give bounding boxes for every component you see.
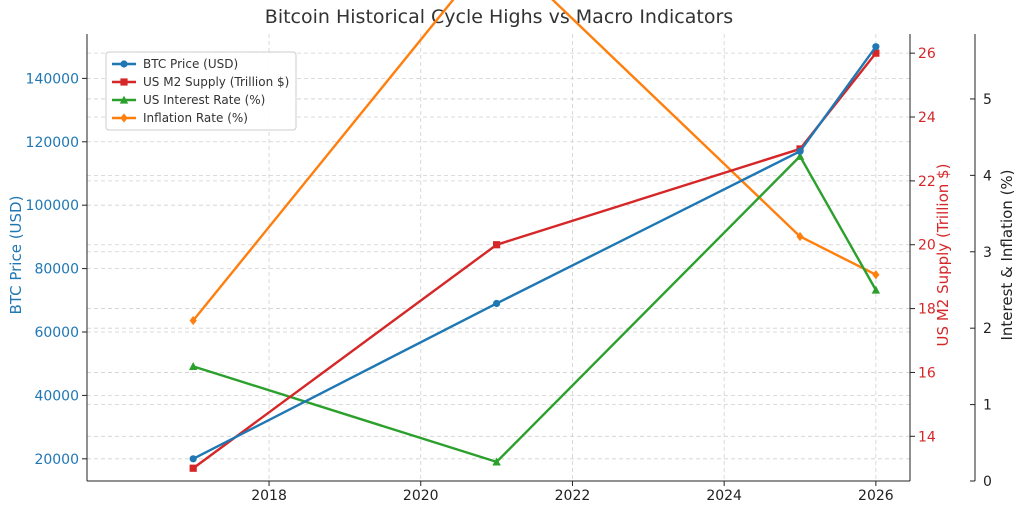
data-point-us-m2-supply-trillion bbox=[872, 49, 880, 57]
x-tick-label: 2020 bbox=[403, 488, 439, 504]
data-point-inflation-rate bbox=[872, 270, 880, 280]
legend-box bbox=[105, 51, 297, 131]
legend-label: BTC Price (USD) bbox=[143, 57, 238, 71]
y-left-tick-label: 60000 bbox=[34, 325, 79, 341]
x-tick-label: 2026 bbox=[858, 488, 894, 504]
y-right2-tick-label: 1 bbox=[983, 398, 992, 414]
y-left-tick-label: 40000 bbox=[34, 388, 79, 404]
y-left-tick-label: 80000 bbox=[34, 262, 79, 278]
y-right2-tick-label: 0 bbox=[983, 474, 992, 490]
series-line-inflation-rate bbox=[192, 0, 877, 322]
y-left-tick-label: 120000 bbox=[26, 135, 79, 151]
data-point-us-interest-rate bbox=[795, 151, 805, 160]
legend-label: Inflation Rate (%) bbox=[143, 111, 248, 125]
series-inflation-rate bbox=[189, 0, 880, 326]
data-point-us-interest-rate bbox=[871, 285, 881, 294]
y-left-tick-label: 100000 bbox=[26, 198, 79, 214]
chart-title: Bitcoin Historical Cycle Highs vs Macro … bbox=[265, 6, 733, 28]
y-right1-tick-label: 24 bbox=[918, 110, 936, 126]
data-point-btc-price-usd bbox=[189, 455, 197, 463]
legend-item-btc-price-usd: BTC Price (USD) bbox=[112, 57, 238, 71]
data-point-us-interest-rate bbox=[188, 361, 198, 370]
y-axis-left-label: BTC Price (USD) bbox=[7, 196, 25, 315]
tick-labels: 2018 2020 2022 2024 202620000400006000080000… bbox=[26, 46, 992, 504]
legend: BTC Price (USD) US M2 Supply (Trillion $)… bbox=[105, 51, 297, 131]
data-point-btc-price-usd bbox=[493, 299, 501, 308]
axes-spines bbox=[86, 34, 976, 482]
x-tick-label: 2024 bbox=[706, 488, 742, 504]
series-line-us-m2-supply-trillion bbox=[192, 52, 877, 470]
y-axis-right2-label: Interest & Inflation (%) bbox=[998, 169, 1016, 340]
y-right2-tick-label: 3 bbox=[983, 245, 992, 261]
y-right1-tick-label: 16 bbox=[918, 365, 936, 381]
y-right1-tick-label: 18 bbox=[918, 302, 936, 318]
y-axis-right1-label: US M2 Supply (Trillion $) bbox=[934, 164, 952, 347]
data-point-us-m2-supply-trillion bbox=[493, 241, 501, 249]
series-btc-price-usd bbox=[189, 43, 880, 463]
data-point-us-interest-rate bbox=[492, 457, 501, 466]
legend-item-us-interest-rate: US Interest Rate (%) bbox=[112, 93, 265, 107]
y-right1-tick-label: 14 bbox=[918, 429, 936, 445]
y-right2-tick-label: 5 bbox=[983, 92, 992, 108]
data-point-btc-price-usd bbox=[872, 43, 880, 51]
y-left-tick-label: 140000 bbox=[26, 71, 79, 87]
legend-item-us-m2-supply-trillion: US M2 Supply (Trillion $) bbox=[112, 75, 289, 89]
x-tick-label: 2018 bbox=[251, 488, 287, 504]
grid bbox=[87, 34, 910, 482]
legend-marker bbox=[120, 113, 128, 123]
series-line-us-interest-rate bbox=[192, 155, 877, 464]
series-line-btc-price-usd bbox=[192, 45, 877, 460]
legend-marker bbox=[120, 78, 128, 86]
data-point-btc-price-usd bbox=[796, 147, 804, 155]
legend-marker bbox=[120, 60, 128, 68]
legend-label: US M2 Supply (Trillion $) bbox=[143, 75, 289, 89]
y-right2-tick-label: 4 bbox=[983, 168, 992, 184]
y-right1-tick-label: 20 bbox=[918, 238, 936, 254]
data-point-inflation-rate bbox=[189, 315, 197, 326]
legend-label: US Interest Rate (%) bbox=[143, 93, 265, 107]
series-us-interest-rate bbox=[188, 151, 881, 466]
series-lines bbox=[188, 0, 881, 472]
legend-marker bbox=[119, 95, 129, 104]
x-tick-label: 2022 bbox=[555, 488, 591, 504]
legend-item-inflation-rate: Inflation Rate (%) bbox=[112, 111, 248, 125]
data-point-us-m2-supply-trillion bbox=[189, 464, 197, 472]
y-left-tick-label: 20000 bbox=[34, 452, 79, 468]
y-right1-tick-label: 22 bbox=[918, 174, 936, 190]
y-right1-tick-label: 26 bbox=[918, 46, 936, 62]
y-right2-tick-label: 2 bbox=[983, 321, 992, 337]
data-point-inflation-rate bbox=[796, 231, 804, 242]
